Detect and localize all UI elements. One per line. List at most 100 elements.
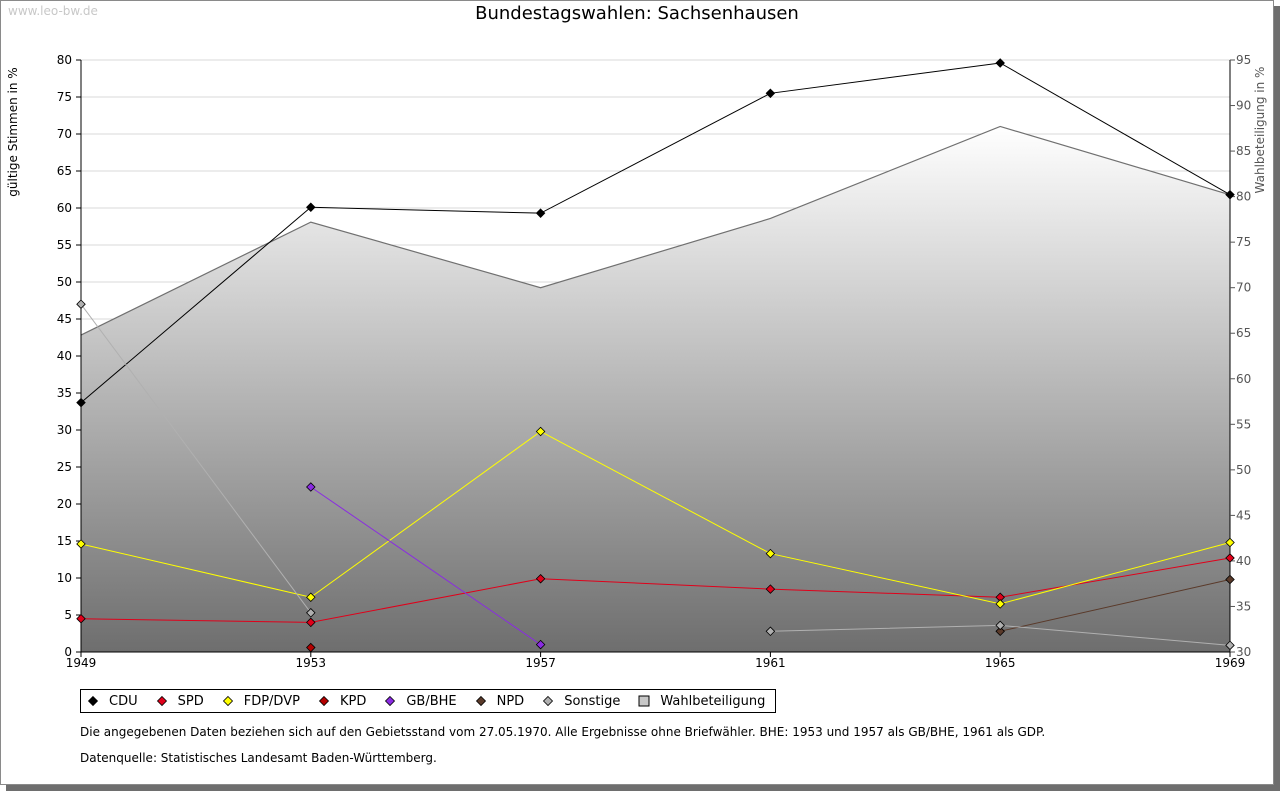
legend-square-icon [638, 695, 650, 707]
y2-tick-label: 75 [1236, 235, 1251, 249]
y-tick-label: 25 [57, 460, 72, 474]
legend-label: KPD [339, 693, 367, 709]
data-point-cdu [76, 397, 86, 408]
legend-item: GB/BHE [384, 694, 457, 709]
data-point-spd [76, 613, 86, 624]
y2-tick-label: 55 [1236, 417, 1251, 431]
legend-item: SPD [156, 694, 204, 709]
data-point-npd [1225, 574, 1235, 585]
data-point-sonstige [306, 608, 316, 618]
y-tick-label: 70 [57, 127, 72, 141]
data-point-spd [765, 584, 776, 594]
y-tick-label: 20 [57, 497, 72, 511]
y2-axis-label: Wahlbeteiligung in % [1253, 67, 1267, 194]
data-point-cdu [306, 202, 316, 213]
y2-tick-label: 90 [1236, 99, 1251, 113]
data-point-fdp-dvp [765, 548, 776, 559]
x-tick-label: 1957 [525, 656, 556, 670]
data-point-sonstige [1225, 640, 1235, 651]
legend-label: CDU [109, 693, 138, 709]
legend-label: NPD [496, 693, 525, 709]
y-tick-label: 15 [57, 534, 72, 548]
axes: 0 5 10 15 20 25 30 35 40 45 50 55 60 65 70 75 80 30 35 40 45… [57, 53, 1252, 670]
y-tick-label: 65 [57, 164, 72, 178]
y-tick-label: 60 [57, 201, 72, 215]
y2-tick-label: 80 [1236, 190, 1251, 204]
series-line-cdu [80, 62, 1231, 404]
data-point-cdu [1225, 189, 1235, 200]
y2-tick-label: 70 [1236, 281, 1251, 295]
y-tick-label: 40 [57, 349, 72, 363]
legend-item: Sonstige [542, 694, 620, 709]
chart-title: Bundestagswahlen: Sachsenhausen [475, 3, 799, 24]
turnout-area [80, 125, 1231, 653]
series-line-spd [80, 557, 1231, 623]
legend-item: CDU [87, 694, 138, 709]
legend-diamond-icon [542, 695, 554, 707]
series-line-fdp-dvp [80, 430, 1231, 605]
y2-tick-label: 35 [1236, 599, 1251, 613]
data-point-fdp-dvp [306, 592, 316, 603]
legend-item: KPD [318, 694, 366, 709]
frame-shadow-bottom [6, 785, 1280, 791]
data-point-fdp-dvp [995, 599, 1005, 609]
y-tick-label: 10 [57, 571, 72, 585]
data-point-spd [1225, 553, 1235, 563]
x-tick-label: 1949 [66, 656, 97, 670]
y2-tick-label: 95 [1236, 53, 1251, 67]
frame-shadow-right [1274, 6, 1280, 791]
data-point-gb-bhe [535, 639, 546, 650]
legend-diamond-icon [475, 695, 487, 707]
x-tick-label: 1965 [985, 656, 1016, 670]
y-tick-label: 55 [57, 238, 72, 252]
legend-label: Sonstige [564, 693, 621, 709]
y2-tick-label: 45 [1236, 508, 1251, 522]
legend-diamond-icon [222, 695, 234, 707]
data-point-kpd [306, 642, 316, 653]
data-point-cdu [995, 58, 1005, 68]
data-point-fdp-dvp [535, 426, 546, 437]
series-line-gb-bhe [310, 486, 541, 646]
y2-tick-label: 85 [1236, 144, 1251, 158]
y-tick-label: 45 [57, 312, 72, 326]
y2-tick-label: 65 [1236, 326, 1251, 340]
note-gebietsstand: Die angegebenen Daten beziehen sich auf … [80, 725, 1046, 739]
legend-item: FDP/DVP [222, 694, 300, 709]
turnout-line [80, 125, 1231, 336]
line-chart: 0 5 10 15 20 25 30 35 40 45 50 55 60 65 70 75 80 30 35 40 45… [6, 53, 1267, 670]
x-tick-label: 1953 [296, 656, 327, 670]
y-tick-label: 50 [57, 275, 72, 289]
legend-item: Wahlbeteiligung [638, 694, 765, 709]
y-tick-label: 0 [64, 645, 72, 659]
series-lines [76, 58, 1235, 653]
note-datenquelle: Datenquelle: Statistisches Landesamt Bad… [80, 751, 437, 765]
legend-label: Wahlbeteiligung [660, 693, 766, 709]
y-tick-label: 5 [64, 608, 72, 622]
legend-diamond-icon [384, 695, 396, 707]
data-point-sonstige [76, 299, 86, 309]
data-point-fdp-dvp [76, 539, 86, 549]
x-tick-label: 1961 [755, 656, 786, 670]
data-point-cdu [535, 208, 546, 218]
data-point-sonstige [765, 626, 776, 637]
legend-diamond-icon [156, 695, 168, 707]
data-point-fdp-dvp [1225, 537, 1235, 548]
series-line-npd [1000, 578, 1231, 632]
y2-tick-label: 50 [1236, 463, 1251, 477]
y-tick-label: 30 [57, 423, 72, 437]
data-point-npd [995, 626, 1005, 637]
legend-label: SPD [177, 693, 204, 709]
y-tick-label: 75 [57, 90, 72, 104]
legend-item: NPD [475, 693, 525, 709]
legend-diamond-icon [318, 695, 330, 707]
y2-tick-label: 30 [1236, 645, 1251, 659]
y-tick-label: 35 [57, 386, 72, 400]
y-tick-label: 80 [57, 53, 72, 67]
data-point-spd [535, 573, 546, 584]
legend: CDU SPD FDP/DVP KPD GB/BHE NPD Sonstige Wahlbet… [80, 689, 777, 713]
y-axis-label: gültige Stimmen in % [6, 67, 20, 196]
data-point-gb-bhe [306, 482, 316, 492]
y2-tick-label: 40 [1236, 554, 1251, 568]
data-point-sonstige [995, 620, 1005, 631]
x-tick-label: 1969 [1215, 656, 1246, 670]
